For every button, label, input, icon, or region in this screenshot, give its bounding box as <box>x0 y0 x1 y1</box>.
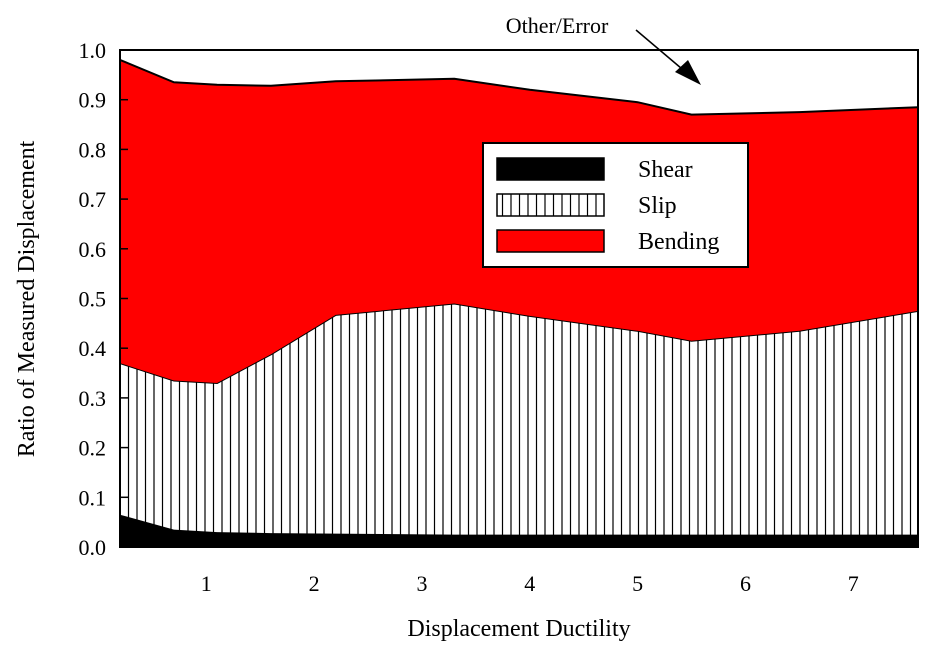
x-tick-label: 5 <box>632 571 643 596</box>
y-axis-title: Ratio of Measured Displacement <box>14 140 40 457</box>
y-tick-label: 0.5 <box>79 287 107 312</box>
legend-swatch-slip <box>496 193 605 217</box>
x-axis: 1 2 3 4 5 6 7 <box>201 539 859 596</box>
y-tick-label: 1.0 <box>79 38 107 63</box>
plot-areas <box>119 58 919 547</box>
annotation-arrow-line <box>635 29 689 75</box>
y-tick-label: 0.2 <box>79 436 107 461</box>
x-tick-label: 4 <box>524 571 535 596</box>
legend: Shear Slip Bending <box>482 142 749 268</box>
y-tick-label: 0.4 <box>79 336 107 361</box>
other-error-annotation: Other/Error <box>506 13 701 85</box>
legend-swatch-bending <box>496 229 605 253</box>
y-tick-label: 0.3 <box>79 386 107 411</box>
y-tick-label: 0.1 <box>79 485 107 510</box>
x-tick-label: 7 <box>848 571 859 596</box>
y-axis: 0.0 0.1 0.2 0.3 0.4 0.5 0.6 0.7 0.8 0.9 1.0 <box>79 38 128 560</box>
x-tick-label: 2 <box>309 571 320 596</box>
y-tick-label: 0.6 <box>79 237 107 262</box>
annotation-other-error: Other/Error <box>506 13 609 38</box>
annotation-arrow-head <box>675 60 701 85</box>
y-tick-label: 0.7 <box>79 187 107 212</box>
area-boundary-bending <box>119 58 919 116</box>
legend-label-bending: Bending <box>638 229 719 255</box>
legend-label-slip: Slip <box>638 193 677 219</box>
y-tick-label: 0.0 <box>79 535 107 560</box>
x-tick-label: 1 <box>201 571 212 596</box>
x-tick-label: 3 <box>416 571 427 596</box>
y-tick-label: 0.8 <box>79 137 107 162</box>
area-shear <box>120 514 918 547</box>
x-tick-label: 6 <box>740 571 751 596</box>
area-slip <box>120 303 918 535</box>
legend-label-shear: Shear <box>638 157 693 183</box>
x-axis-title: Displacement Ductility <box>407 616 630 642</box>
y-tick-label: 0.9 <box>79 88 107 113</box>
legend-swatch-shear <box>496 157 605 181</box>
